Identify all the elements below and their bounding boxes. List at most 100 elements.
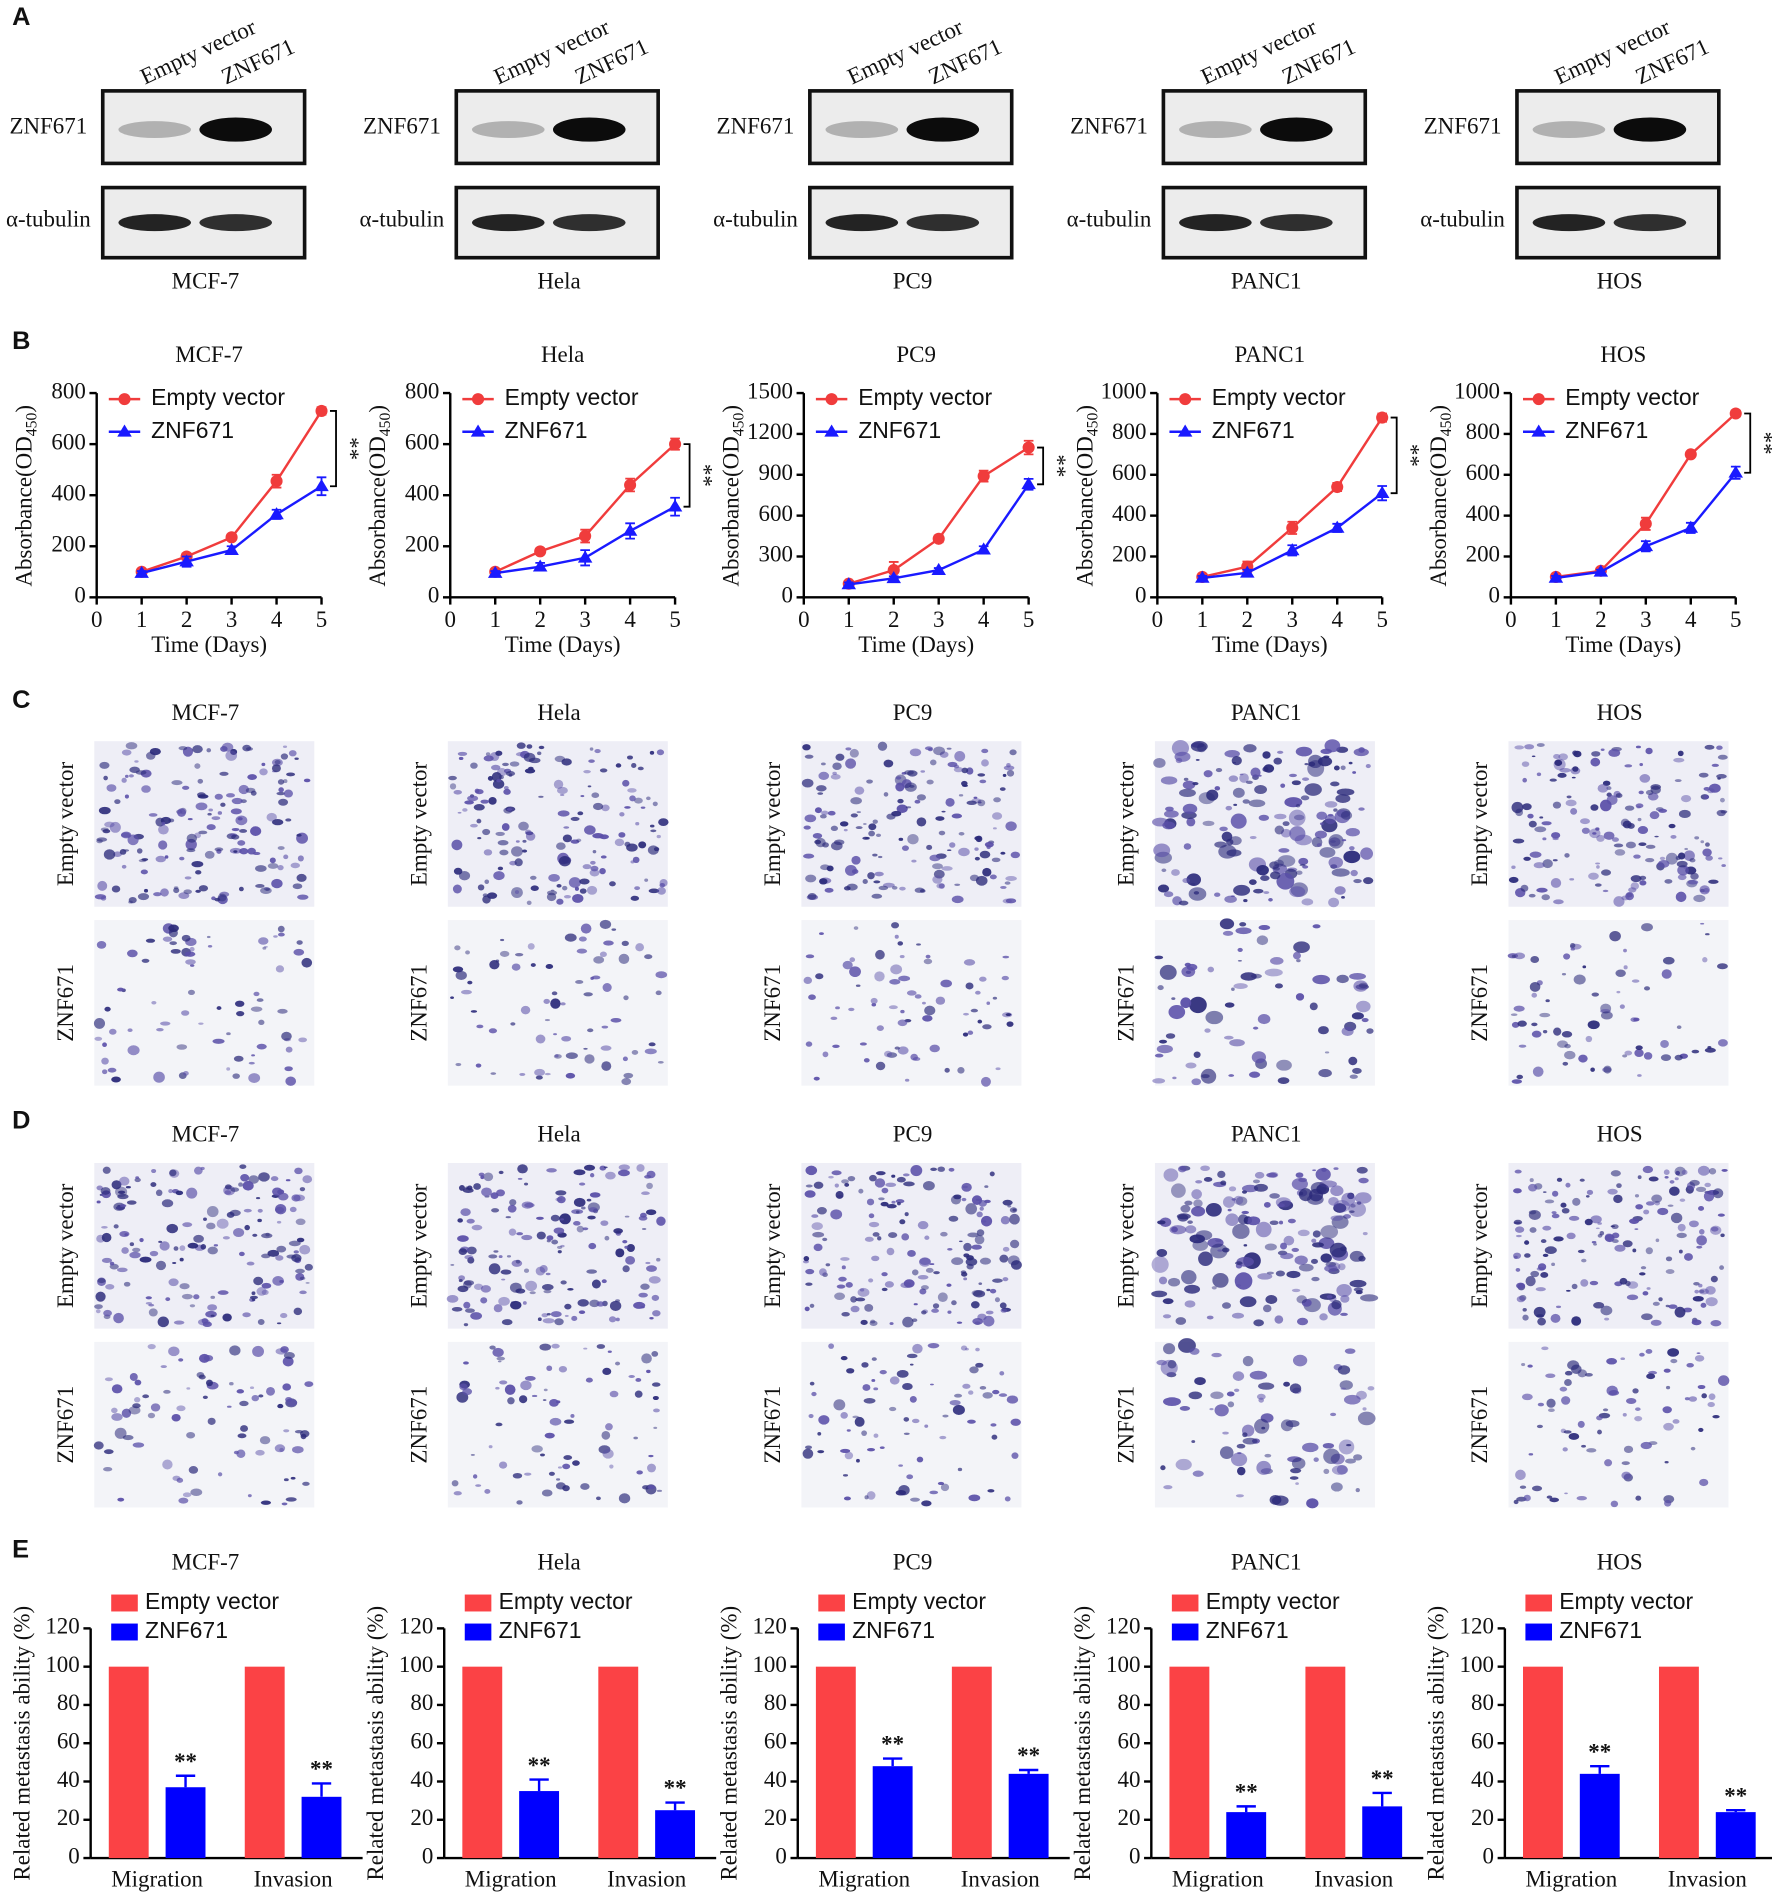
cell: [1613, 843, 1624, 848]
cell: [1698, 1283, 1703, 1288]
legend-label: ZNF671: [499, 1617, 582, 1643]
cell: [448, 775, 457, 781]
cell: [1269, 1193, 1280, 1199]
marker: [932, 532, 945, 545]
cell: [453, 1491, 462, 1496]
cell: [633, 1436, 638, 1440]
y-tick-label: 0: [1483, 1843, 1494, 1868]
cell: [579, 888, 587, 894]
cell: [1011, 1452, 1019, 1459]
cell: [871, 1379, 876, 1382]
cell: [641, 1191, 650, 1196]
cell: [941, 866, 953, 871]
blot-row-label: α-tubulin: [1067, 207, 1152, 232]
legend-label: Empty vector: [1559, 1588, 1693, 1614]
cell: [1678, 809, 1691, 819]
cell: [162, 936, 173, 942]
blot-band: [825, 121, 899, 139]
cell: [1662, 1406, 1672, 1414]
cell: [554, 1054, 559, 1058]
cell: [145, 1302, 153, 1305]
cell: [1295, 993, 1305, 1001]
cell: [230, 808, 242, 815]
cell: [1198, 1251, 1213, 1267]
cell: [910, 1164, 923, 1177]
cell: [1294, 834, 1313, 846]
cell: [295, 1268, 305, 1274]
legend-label: Empty vector: [852, 1588, 986, 1614]
cell: [119, 1230, 130, 1238]
cell: [1550, 1313, 1561, 1323]
cell: [1283, 1235, 1295, 1246]
cell: [621, 940, 629, 947]
cell: [1571, 776, 1576, 779]
cell: [239, 1164, 247, 1169]
x-tick-label: 5: [1376, 607, 1387, 632]
cell: [299, 1244, 311, 1255]
cell: [473, 1183, 481, 1190]
cell: [644, 954, 653, 960]
cell: [1518, 1044, 1527, 1048]
cell: [1586, 1189, 1594, 1195]
cell: [1358, 1255, 1366, 1262]
cell: [1206, 789, 1219, 801]
cell: [1563, 1430, 1572, 1434]
cell: [564, 1314, 569, 1318]
cell: [602, 1449, 614, 1459]
bar: [462, 1666, 503, 1859]
cell: [1678, 1249, 1683, 1254]
cell: [831, 1170, 842, 1176]
cell: [656, 1489, 663, 1492]
cell: [114, 799, 121, 805]
cell: [1289, 886, 1306, 898]
cell: [1517, 1020, 1527, 1027]
cell: [889, 1376, 900, 1385]
legend-swatch: [111, 1623, 138, 1641]
cell: [1703, 1191, 1715, 1202]
cell: [1634, 1228, 1639, 1230]
cell: [1636, 805, 1641, 809]
cell: [904, 1212, 909, 1217]
group-label: ZNF671: [760, 1386, 785, 1464]
y-axis-label-text: Absorbance(OD: [719, 436, 744, 586]
cell: [103, 849, 116, 860]
cell: [1602, 889, 1609, 893]
cell: [1646, 1287, 1651, 1290]
cell: [605, 1171, 616, 1180]
cell: [266, 1387, 275, 1396]
cell: [470, 1312, 483, 1320]
cell: [1703, 786, 1711, 791]
cell: [640, 806, 646, 809]
cell: [1690, 1446, 1696, 1451]
cell: [1561, 1396, 1571, 1405]
cell: [1184, 1284, 1201, 1294]
cell: [1676, 1025, 1682, 1029]
cell: [809, 1303, 815, 1308]
cell: [1232, 1223, 1250, 1239]
cell: [499, 849, 509, 856]
blot-row-label: α-tubulin: [6, 207, 91, 232]
cell: [916, 817, 927, 827]
cell: [935, 996, 946, 1005]
legend-marker: [1179, 393, 1192, 406]
cell: [583, 1047, 588, 1050]
cell: [103, 1309, 112, 1317]
cell: [452, 884, 462, 894]
cell: [1222, 1196, 1235, 1208]
cell: [1165, 806, 1174, 812]
cell: [99, 761, 110, 769]
cell: [451, 1306, 463, 1312]
cell: [872, 853, 878, 857]
cell: [173, 887, 180, 894]
cell: [1320, 1253, 1332, 1263]
cell: [556, 898, 564, 905]
cell: [1513, 1499, 1519, 1505]
cell: [232, 1073, 240, 1079]
cell: [635, 822, 640, 826]
cell: [134, 1397, 141, 1403]
cell: [1318, 1068, 1332, 1078]
cell: [873, 1387, 879, 1391]
cell: [1603, 1065, 1612, 1074]
x-tick-label: 3: [933, 607, 944, 632]
cell: [1178, 900, 1189, 906]
